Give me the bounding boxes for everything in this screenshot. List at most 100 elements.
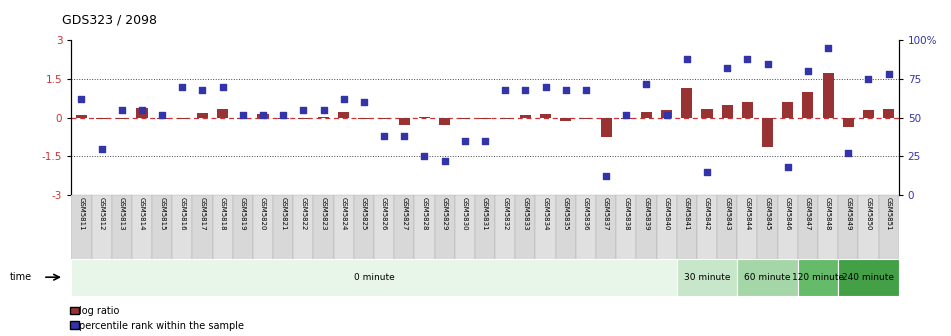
Point xyxy=(316,107,331,113)
Point xyxy=(256,112,271,117)
Bar xyxy=(515,195,535,262)
Text: GSM5831: GSM5831 xyxy=(482,197,488,230)
Point xyxy=(780,164,795,170)
Text: GSM5814: GSM5814 xyxy=(139,197,145,230)
Point xyxy=(276,112,291,117)
Text: GSM5835: GSM5835 xyxy=(563,197,569,230)
Point xyxy=(740,56,755,61)
Bar xyxy=(722,105,732,118)
Text: GDS323 / 2098: GDS323 / 2098 xyxy=(62,13,157,27)
Bar xyxy=(76,115,87,118)
Text: GSM5851: GSM5851 xyxy=(885,197,892,230)
Text: GSM5847: GSM5847 xyxy=(805,197,811,230)
Bar xyxy=(879,195,899,262)
Bar xyxy=(677,195,697,262)
Text: 120 minute: 120 minute xyxy=(792,273,844,282)
Bar xyxy=(762,118,773,147)
Text: GSM5834: GSM5834 xyxy=(543,197,549,230)
Text: GSM5815: GSM5815 xyxy=(159,197,165,230)
Bar xyxy=(677,259,737,296)
Bar xyxy=(395,195,415,262)
Text: GSM5839: GSM5839 xyxy=(644,197,650,230)
Text: GSM5817: GSM5817 xyxy=(200,197,205,230)
Text: GSM5836: GSM5836 xyxy=(583,197,589,230)
Bar xyxy=(217,109,228,118)
Text: GSM5813: GSM5813 xyxy=(119,197,125,230)
Text: GSM5826: GSM5826 xyxy=(381,197,387,230)
Text: GSM5849: GSM5849 xyxy=(845,197,851,230)
Bar xyxy=(378,118,390,119)
Point xyxy=(134,107,149,113)
Bar xyxy=(359,118,370,119)
Point xyxy=(377,133,392,139)
Bar xyxy=(192,195,213,262)
Text: GSM5844: GSM5844 xyxy=(745,197,750,230)
Text: GSM5845: GSM5845 xyxy=(765,197,770,230)
Bar xyxy=(520,115,531,118)
Text: GSM5841: GSM5841 xyxy=(684,197,689,230)
Bar xyxy=(661,111,672,118)
Point xyxy=(195,87,210,92)
Bar xyxy=(838,259,899,296)
Point xyxy=(94,146,109,151)
Text: time: time xyxy=(10,272,31,282)
Bar xyxy=(883,109,894,118)
Text: GSM5833: GSM5833 xyxy=(522,197,529,230)
Bar xyxy=(499,118,511,119)
Point xyxy=(619,112,634,117)
Bar xyxy=(314,195,334,262)
Bar xyxy=(555,195,575,262)
Bar xyxy=(96,118,107,119)
Bar xyxy=(177,118,188,119)
Point xyxy=(235,112,250,117)
Bar xyxy=(717,195,737,262)
Text: GSM5848: GSM5848 xyxy=(825,197,831,230)
Point xyxy=(679,56,694,61)
Bar xyxy=(339,112,349,118)
Point xyxy=(517,87,533,92)
Text: GSM5827: GSM5827 xyxy=(401,197,407,230)
Point xyxy=(357,99,372,105)
Bar xyxy=(479,118,491,119)
Point xyxy=(821,45,836,51)
Bar xyxy=(71,195,91,262)
Text: percentile rank within the sample: percentile rank within the sample xyxy=(79,321,244,331)
Point xyxy=(881,72,896,77)
Text: GSM5818: GSM5818 xyxy=(220,197,225,230)
Bar xyxy=(233,195,253,262)
Bar xyxy=(172,195,192,262)
Text: GSM5823: GSM5823 xyxy=(320,197,326,230)
Point xyxy=(154,112,169,117)
Bar xyxy=(318,117,329,118)
Bar xyxy=(737,195,757,262)
Text: GSM5820: GSM5820 xyxy=(260,197,266,230)
Bar xyxy=(742,101,753,118)
Text: GSM5825: GSM5825 xyxy=(361,197,367,230)
Bar xyxy=(798,259,838,296)
Point xyxy=(639,81,654,86)
Text: 240 minute: 240 minute xyxy=(843,273,895,282)
Text: GSM5840: GSM5840 xyxy=(664,197,670,230)
Bar xyxy=(415,195,435,262)
Bar xyxy=(152,195,172,262)
Bar xyxy=(778,195,798,262)
Bar xyxy=(419,117,430,118)
Text: GSM5837: GSM5837 xyxy=(603,197,609,230)
Text: GSM5816: GSM5816 xyxy=(180,197,185,230)
Bar xyxy=(334,195,354,262)
Bar xyxy=(253,195,273,262)
Bar xyxy=(374,195,395,262)
Bar xyxy=(823,73,834,118)
Text: GSM5850: GSM5850 xyxy=(865,197,871,230)
Bar xyxy=(116,118,127,119)
Point xyxy=(497,87,513,92)
Text: GSM5843: GSM5843 xyxy=(724,197,730,230)
Text: GSM5828: GSM5828 xyxy=(421,197,427,230)
Text: GSM5821: GSM5821 xyxy=(281,197,286,230)
Point xyxy=(598,174,613,179)
Bar xyxy=(455,195,475,262)
Point xyxy=(841,151,856,156)
Bar xyxy=(495,195,515,262)
Bar xyxy=(475,195,495,262)
Text: GSM5842: GSM5842 xyxy=(704,197,710,230)
